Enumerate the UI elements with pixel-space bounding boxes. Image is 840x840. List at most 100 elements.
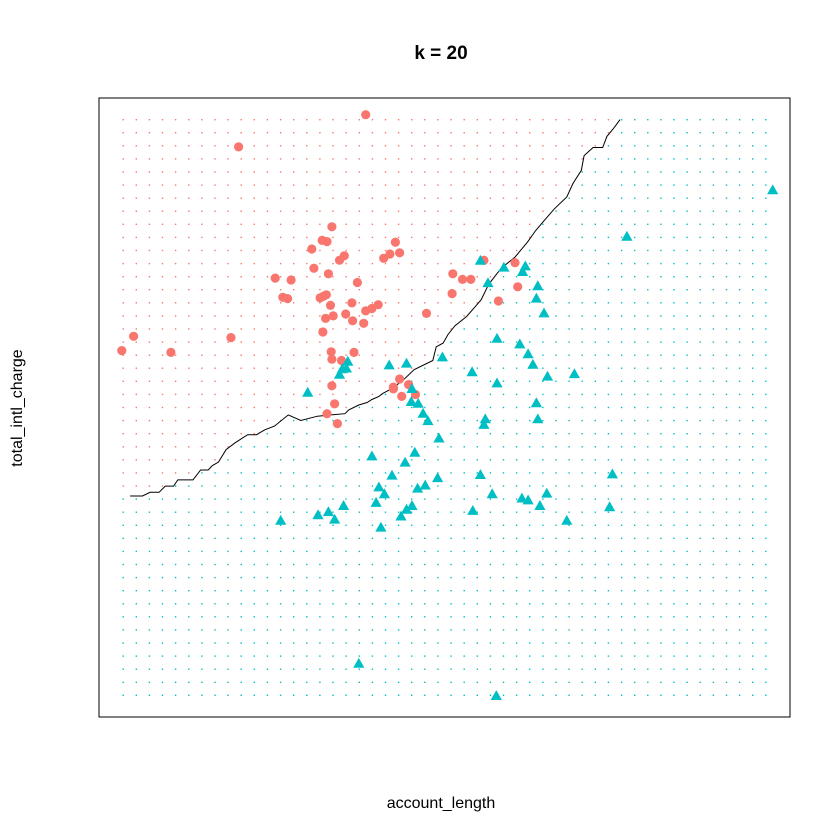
grid-dot	[463, 498, 465, 500]
grid-dot	[161, 590, 164, 592]
grid-dot	[122, 119, 124, 121]
grid-dot	[227, 550, 229, 553]
grid-dot	[450, 302, 452, 304]
grid-dot	[502, 576, 505, 579]
grid-dot	[214, 341, 216, 343]
grid-dot	[345, 459, 347, 461]
grid-dot	[765, 393, 767, 396]
grid-dot	[293, 524, 295, 526]
grid-dot	[148, 223, 151, 225]
grid-dot	[686, 590, 688, 592]
grid-dot	[699, 262, 701, 265]
grid-dot	[279, 511, 282, 513]
grid-dot	[581, 145, 583, 147]
grid-dot	[424, 694, 426, 696]
grid-dot	[555, 511, 557, 513]
grid-dot	[542, 694, 544, 696]
grid-dot	[542, 498, 544, 500]
grid-dot	[345, 472, 347, 474]
grid-dot	[148, 681, 151, 683]
grid-dot	[411, 249, 413, 252]
grid-dot	[227, 590, 229, 592]
grid-dot	[253, 262, 255, 265]
grid-dot	[279, 223, 282, 225]
grid-dot	[161, 655, 164, 657]
grid-dot	[738, 668, 741, 670]
grid-dot	[345, 236, 347, 239]
grid-dot	[489, 171, 492, 173]
grid-dot	[634, 668, 636, 670]
grid-dot	[345, 563, 347, 566]
grid-dot	[647, 289, 649, 291]
grid-dot	[253, 302, 255, 304]
grid-dot	[738, 210, 741, 212]
grid-dot	[174, 616, 177, 618]
grid-dot	[568, 590, 570, 592]
grid-dot	[214, 158, 216, 160]
grid-dot	[319, 249, 321, 252]
grid-dot	[620, 511, 623, 513]
grid-dot	[765, 145, 767, 147]
grid-dot	[227, 210, 229, 212]
grid-dot	[594, 184, 596, 186]
grid-dot	[476, 485, 478, 487]
class2-point	[370, 496, 382, 507]
grid-dot	[673, 132, 675, 134]
grid-dot	[188, 576, 190, 579]
grid-dot	[437, 524, 439, 526]
grid-dot	[738, 590, 741, 592]
grid-dot	[174, 576, 177, 579]
grid-dot	[293, 472, 295, 474]
class2-point	[366, 450, 378, 461]
grid-dot	[319, 459, 321, 461]
grid-dot	[384, 616, 387, 618]
grid-dot	[161, 145, 164, 147]
grid-dot	[148, 603, 151, 605]
grid-dot	[673, 145, 675, 147]
grid-dot	[227, 459, 229, 461]
grid-dot	[581, 367, 583, 369]
grid-dot	[673, 367, 675, 369]
grid-dot	[476, 433, 478, 435]
grid-dot	[201, 681, 203, 683]
grid-dot	[594, 119, 596, 121]
grid-dot	[660, 262, 662, 265]
grid-dot	[135, 498, 137, 500]
grid-dot	[712, 119, 715, 121]
grid-dot	[227, 642, 229, 644]
grid-dot	[253, 668, 255, 670]
class2-point	[538, 307, 550, 318]
grid-dot	[345, 262, 347, 265]
grid-dot	[765, 668, 767, 670]
grid-dot	[332, 262, 334, 265]
grid-dot	[542, 419, 544, 422]
grid-dot	[411, 367, 413, 369]
grid-dot	[752, 289, 754, 291]
grid-dot	[201, 406, 203, 409]
grid-dot	[673, 655, 675, 657]
grid-dot	[712, 158, 715, 160]
grid-dot	[607, 485, 610, 487]
grid-dot	[712, 459, 715, 461]
grid-dot	[463, 210, 465, 212]
grid-dot	[634, 145, 636, 147]
grid-dot	[620, 590, 623, 592]
grid-dot	[489, 184, 492, 186]
grid-dot	[240, 315, 242, 317]
grid-dot	[765, 537, 767, 539]
grid-dot	[122, 367, 124, 369]
grid-dot	[345, 328, 347, 330]
grid-dot	[332, 590, 334, 592]
grid-dot	[411, 485, 413, 487]
grid-dot	[463, 694, 465, 696]
grid-dot	[293, 158, 295, 160]
grid-dot	[712, 433, 715, 435]
grid-dot	[594, 668, 596, 670]
grid-dot	[266, 341, 269, 343]
grid-dot	[450, 367, 452, 369]
grid-dot	[607, 655, 610, 657]
grid-dot	[188, 472, 190, 474]
grid-dot	[463, 406, 465, 409]
grid-dot	[738, 498, 741, 500]
grid-dot	[581, 668, 583, 670]
